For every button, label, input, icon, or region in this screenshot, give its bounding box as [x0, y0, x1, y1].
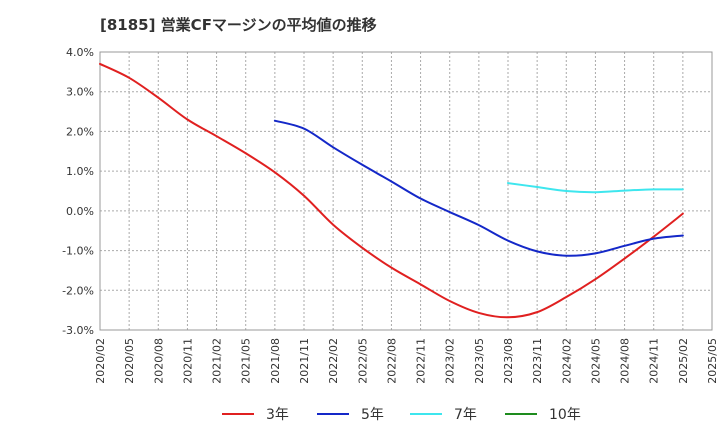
series-line-1 — [99, 62, 684, 319]
x-tick-label: 2023/05 — [473, 338, 486, 384]
x-tick-label: 2024/05 — [589, 338, 602, 384]
x-tick-label: 2020/11 — [181, 338, 194, 384]
x-tick-label: 2022/02 — [327, 338, 340, 384]
series-lines — [99, 62, 684, 319]
y-tick-label: 1.0% — [66, 165, 94, 178]
x-tick-label: 2020/08 — [152, 338, 165, 384]
x-tick-label: 2020/02 — [94, 338, 107, 384]
x-tick-label: 2021/11 — [298, 338, 311, 384]
grid-lines — [100, 52, 712, 330]
y-tick-label: -1.0% — [62, 245, 94, 258]
x-tick-label: 2023/08 — [502, 338, 515, 384]
plot-area-border — [99, 51, 713, 331]
y-tick-label: 0.0% — [66, 205, 94, 218]
x-tick-label: 2023/02 — [444, 338, 457, 384]
x-tick-label: 2021/08 — [269, 338, 282, 384]
x-tick-label: 2024/08 — [619, 338, 632, 384]
x-tick-label: 2025/05 — [706, 338, 719, 384]
x-tick-label: 2022/05 — [356, 338, 369, 384]
axes: 4.0%3.0%2.0%1.0%0.0%-1.0%-2.0%-3.0%2020/… — [62, 46, 719, 384]
legend-label-4: 10年 — [549, 407, 581, 423]
x-tick-label: 2025/02 — [677, 338, 690, 384]
legend-label-2: 5年 — [361, 407, 384, 423]
legend: 3年 5年 7年 10年 — [222, 407, 581, 423]
y-tick-label: -3.0% — [62, 324, 94, 337]
legend-label-1: 3年 — [266, 407, 289, 423]
x-tick-label: 2023/11 — [531, 338, 544, 384]
series-line-3 — [507, 182, 684, 194]
x-tick-label: 2024/02 — [560, 338, 573, 384]
y-tick-label: 4.0% — [66, 46, 94, 59]
series-line-2 — [273, 119, 684, 257]
y-tick-label: 3.0% — [66, 86, 94, 99]
x-tick-label: 2020/05 — [123, 338, 136, 384]
x-tick-label: 2024/11 — [648, 338, 661, 384]
x-tick-label: 2021/05 — [240, 338, 253, 384]
legend-label-3: 7年 — [454, 407, 477, 423]
chart-title: [8185] 営業CFマージンの平均値の推移 — [100, 16, 377, 34]
x-tick-label: 2022/11 — [415, 338, 428, 384]
y-tick-label: -2.0% — [62, 284, 94, 297]
y-tick-label: 2.0% — [66, 125, 94, 138]
x-tick-label: 2022/08 — [385, 338, 398, 384]
x-tick-label: 2021/02 — [211, 338, 224, 384]
